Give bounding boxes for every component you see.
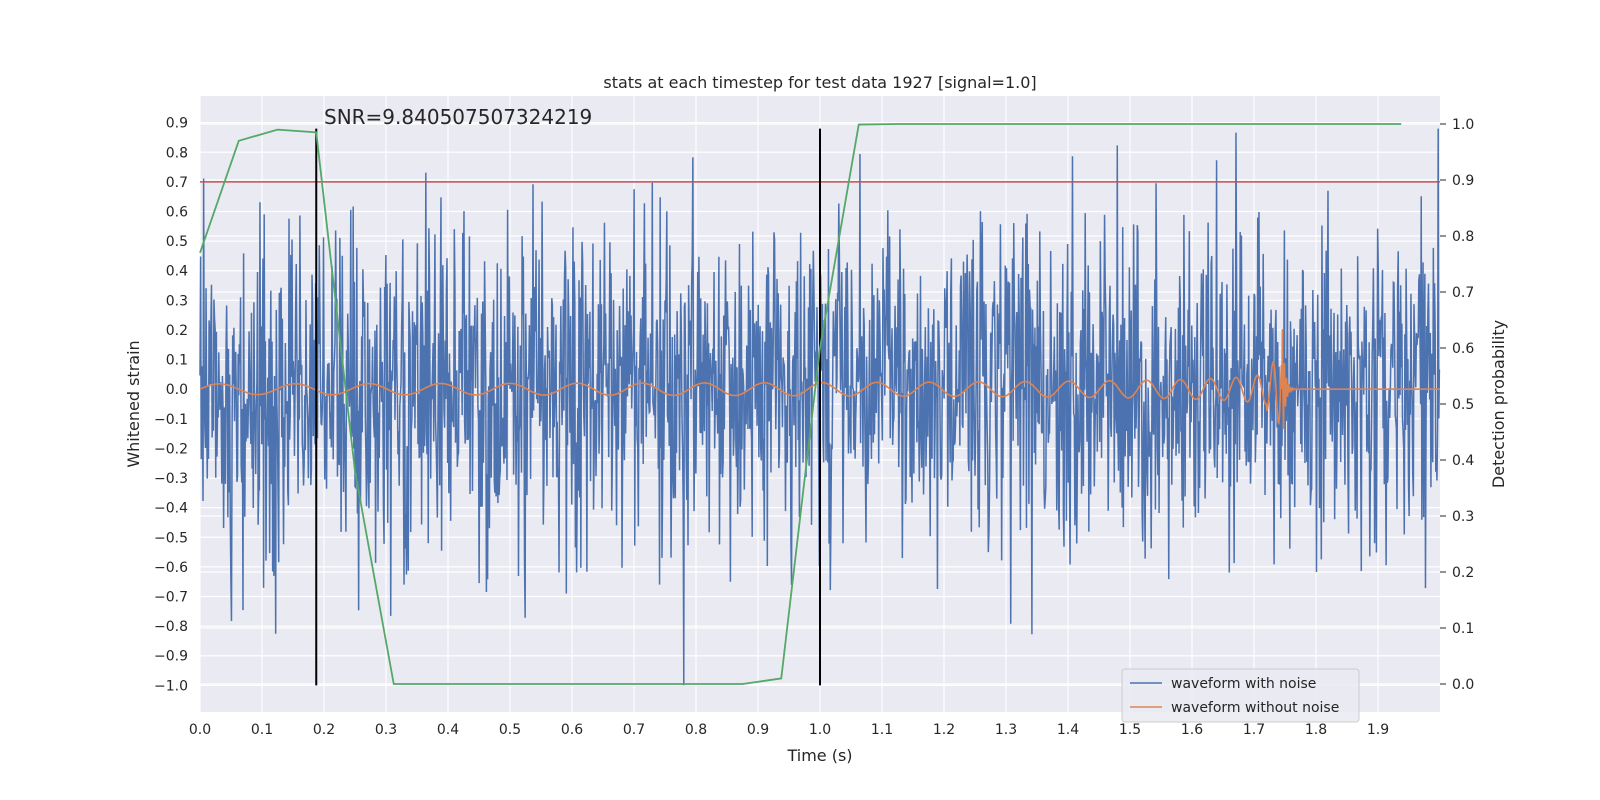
x-tick-label: 1.6: [1181, 722, 1203, 738]
y-tick-label: −0.3: [154, 471, 188, 487]
x-tick-label: 1.5: [1119, 722, 1141, 738]
y-tick-label: −0.6: [154, 560, 188, 576]
axes: 0.0 0.1 0.2 0.3 0.4 0.5 0.6 0.7 0.8 0.9 1.0 1.1 1.2 1…: [154, 116, 1474, 738]
y-tick-label: −0.2: [154, 441, 188, 457]
y-tick-label: −0.4: [154, 501, 188, 517]
y-tick-label: 0.6: [166, 205, 188, 221]
x-tick-label: 0.2: [313, 722, 335, 738]
y-tick-label: −0.7: [154, 590, 188, 606]
y-tick-label: −0.9: [154, 649, 188, 665]
x-tick-label: 0.9: [747, 722, 769, 738]
legend: waveform with noise waveform without noi…: [1121, 668, 1360, 723]
x-tick-label: 0.1: [251, 722, 273, 738]
y-tick-label: 0.8: [166, 145, 188, 161]
legend-box: [1121, 668, 1360, 723]
legend-label-clean: waveform without noise: [1171, 700, 1339, 716]
snr-annotation: SNR=9.840507507324219: [324, 105, 592, 129]
legend-label-noise: waveform with noise: [1171, 676, 1316, 692]
x-tick-label: 1.4: [1057, 722, 1079, 738]
x-tick-label: 1.9: [1367, 722, 1389, 738]
x-tick-label: 1.2: [933, 722, 955, 738]
y-tick-label: 0.4: [166, 264, 188, 280]
x-tick-label: 0.6: [561, 722, 583, 738]
x-tick-label: 0.4: [437, 722, 459, 738]
x-tick-label: 1.1: [871, 722, 893, 738]
y2-tick-label: 0.6: [1452, 341, 1474, 357]
y-tick-label: −0.5: [154, 530, 188, 546]
y-tick-label: 0.1: [166, 353, 188, 369]
x-tick-label: 0.5: [499, 722, 521, 738]
y-tick-label: 0.9: [166, 116, 188, 132]
y-tick-label: −0.1: [154, 412, 188, 428]
y2-tick-label: 0.5: [1452, 397, 1474, 413]
chart-title: stats at each timestep for test data 192…: [603, 73, 1036, 92]
y2-tick-label: 0.1: [1452, 621, 1474, 637]
y2-tick-label: 0.4: [1452, 453, 1474, 469]
y2-tick-label: 0.9: [1452, 173, 1474, 189]
y-tick-label: 0.5: [166, 234, 188, 250]
x-tick-label: 0.3: [375, 722, 397, 738]
y-tick-label: 0.3: [166, 293, 188, 309]
x-tick-label: 1.8: [1305, 722, 1327, 738]
y-axis-label: Whitened strain: [124, 340, 143, 467]
y2-tick-label: 0.8: [1452, 229, 1474, 245]
x-axis-label: Time (s): [786, 746, 852, 765]
x-tick-label: 0.7: [623, 722, 645, 738]
x-tick-label: 1.7: [1243, 722, 1265, 738]
y-tick-label: 0.0: [166, 382, 188, 398]
y2-tick-label: 0.7: [1452, 285, 1474, 301]
series-detection-probability: [199, 123, 1402, 685]
y-tick-label: −0.8: [154, 619, 188, 635]
y2-tick-label: 0.0: [1452, 677, 1474, 693]
plot-area: [199, 123, 1441, 686]
y-tick-label: −1.0: [154, 678, 188, 694]
y2-tick-label: 0.3: [1452, 509, 1474, 525]
x-tick-label: 0.0: [189, 722, 211, 738]
x-tick-label: 1.0: [809, 722, 831, 738]
x-tick-label: 0.8: [685, 722, 707, 738]
y2-tick-label: 1.0: [1452, 117, 1474, 133]
y2-axis-label: Detection probability: [1489, 320, 1508, 488]
y-tick-label: 0.7: [166, 175, 188, 191]
y2-tick-label: 0.2: [1452, 565, 1474, 581]
x-tick-label: 1.3: [995, 722, 1017, 738]
y-tick-label: 0.2: [166, 323, 188, 339]
